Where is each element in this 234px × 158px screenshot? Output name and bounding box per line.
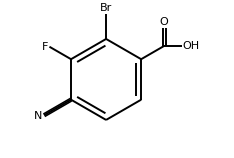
- Text: OH: OH: [183, 41, 200, 51]
- Text: N: N: [34, 111, 43, 121]
- Text: F: F: [42, 42, 48, 52]
- Text: Br: Br: [100, 3, 112, 13]
- Text: O: O: [160, 17, 168, 27]
